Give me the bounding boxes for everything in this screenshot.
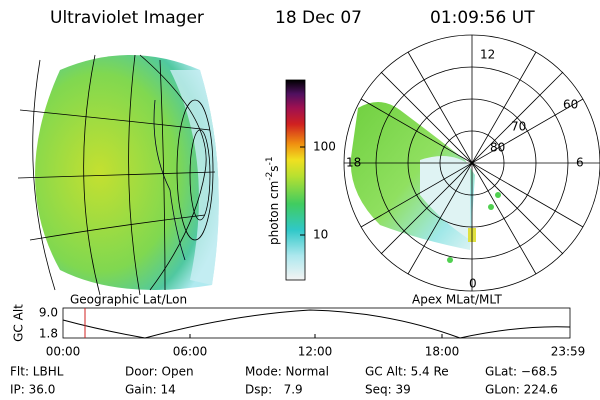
exponent: -1 xyxy=(265,156,275,165)
mlt-label: 18 xyxy=(346,156,361,170)
footer-field: IP: 36.0 xyxy=(10,383,55,397)
footer-field: GLat: −68.5 xyxy=(485,365,558,379)
colorbar-tick-label: 100 xyxy=(313,140,336,154)
x-tick-label: 23:59 xyxy=(551,345,586,359)
x-tick-label: 18:00 xyxy=(425,345,460,359)
y-tick-label: 1.8 xyxy=(39,327,58,341)
mlat-label: 60 xyxy=(563,98,578,112)
x-tick-label: 06:00 xyxy=(173,345,208,359)
footer-field: Door: Open xyxy=(125,365,194,379)
footer-field: GLon: 224.6 xyxy=(485,383,558,397)
altitude-plot xyxy=(62,307,571,339)
footer-field: Mode: Normal xyxy=(245,365,329,379)
x-tick-label: 12:00 xyxy=(298,345,333,359)
colorbar xyxy=(285,79,306,281)
colorbar-label: photon cm-2s-1 xyxy=(265,156,281,245)
footer-field: Dsp: 7.9 xyxy=(245,383,303,397)
unit: photon cm xyxy=(267,181,281,245)
mlat-label: 80 xyxy=(490,141,505,155)
footer-field: GC Alt: 5.4 Re xyxy=(365,365,449,379)
date: 18 Dec 07 xyxy=(275,8,362,28)
altitude-label: GC Alt xyxy=(12,304,26,342)
mlt-label: 12 xyxy=(480,48,495,62)
x-tick-label: 00:00 xyxy=(46,345,81,359)
polar-plot xyxy=(343,34,600,292)
colorbar-tick-label: 10 xyxy=(313,228,328,242)
mlt-label: 0 xyxy=(469,277,477,291)
globe-image xyxy=(17,54,219,296)
left-panel-label: Geographic Lat/Lon xyxy=(70,293,187,307)
y-tick-label: 9.0 xyxy=(39,306,58,320)
mlat-label: 70 xyxy=(511,120,526,134)
time: 01:09:56 UT xyxy=(430,8,535,28)
footer-field: Seq: 39 xyxy=(365,383,411,397)
exponent: -2 xyxy=(265,172,275,181)
mlt-label: 6 xyxy=(576,156,584,170)
title: Ultraviolet Imager xyxy=(50,8,204,28)
footer: Flt: LBHL Door: Open Mode: Normal GC Alt: 5… xyxy=(10,365,558,397)
footer-field: Flt: LBHL xyxy=(10,365,64,379)
footer-field: Gain: 14 xyxy=(125,383,176,397)
right-panel-label: Apex MLat/MLT xyxy=(412,293,502,307)
unit: s xyxy=(267,165,281,171)
